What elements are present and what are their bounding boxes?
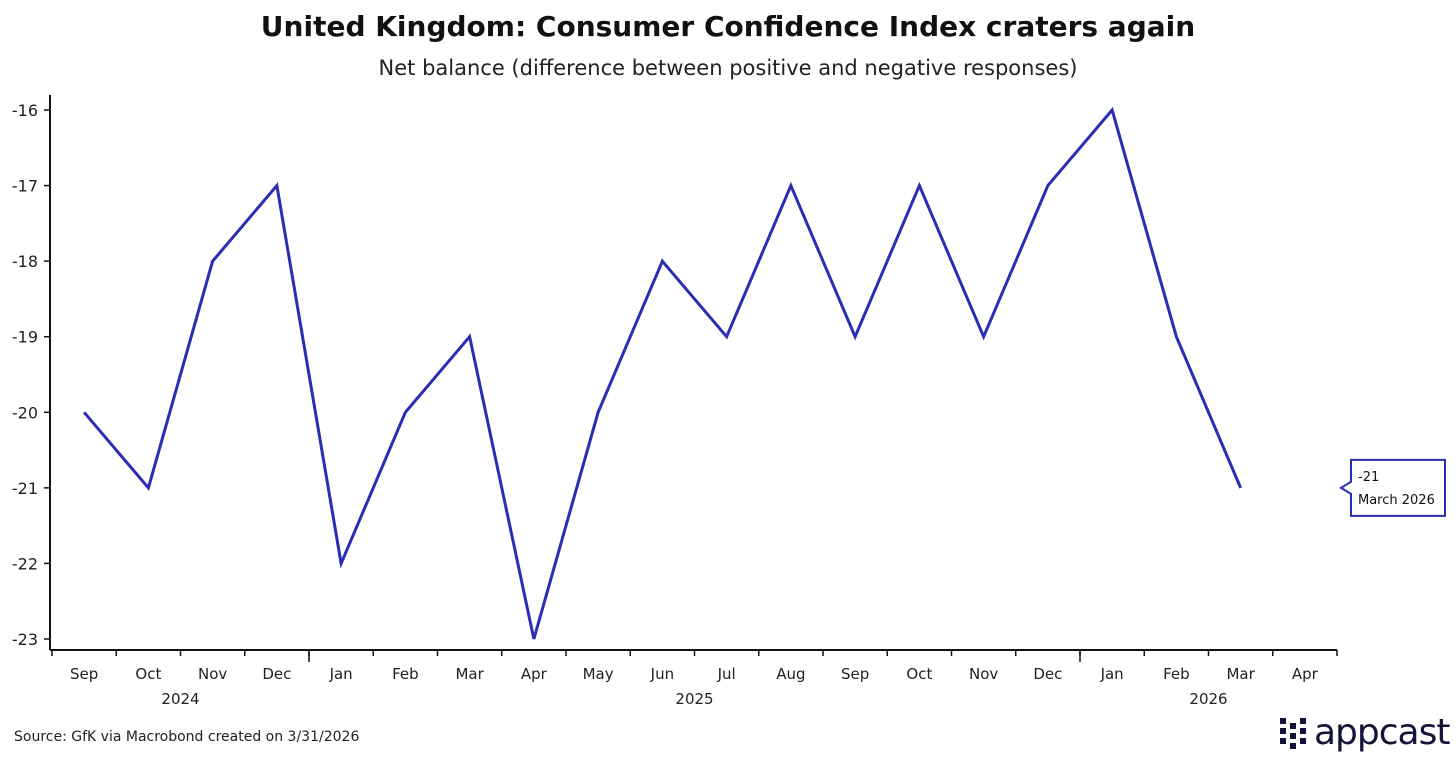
- x-tick-label: Oct: [906, 665, 932, 683]
- y-tick-label: -16: [12, 101, 38, 120]
- annotation-label: March 2026: [1358, 493, 1435, 508]
- x-tick-label: Aug: [776, 665, 805, 683]
- x-tick-label: May: [583, 665, 614, 683]
- x-tick-label: Sep: [841, 665, 869, 683]
- x-tick-label: Jul: [717, 665, 736, 683]
- x-tick-label: Oct: [135, 665, 161, 683]
- x-tick-label: Nov: [969, 665, 998, 683]
- y-tick-label: -17: [12, 177, 38, 196]
- x-tick-label: Jan: [329, 665, 353, 683]
- annotation-value: -21: [1358, 470, 1379, 485]
- y-tick-label: -22: [12, 554, 38, 573]
- y-tick-label: -18: [12, 252, 38, 271]
- appcast-logo: appcast: [1280, 712, 1450, 753]
- y-tick-label: -19: [12, 328, 38, 347]
- annotation-box: [1339, 458, 1446, 517]
- chart-subtitle: Net balance (difference between positive…: [378, 56, 1078, 80]
- x-tick-label: Apr: [521, 665, 548, 683]
- x-tick-label: Jun: [650, 665, 674, 683]
- year-label: 2026: [1189, 690, 1227, 708]
- source-note: Source: GfK via Macrobond created on 3/3…: [14, 729, 360, 745]
- y-tick-label: -23: [12, 630, 38, 649]
- x-tick-label: Apr: [1292, 665, 1319, 683]
- x-tick-label: Dec: [262, 665, 291, 683]
- x-tick-label: Jan: [1100, 665, 1124, 683]
- y-tick-label: -20: [12, 403, 38, 422]
- logo-text: appcast: [1314, 712, 1450, 753]
- x-tick-label: Sep: [70, 665, 98, 683]
- year-label: 2024: [161, 690, 199, 708]
- year-label: 2025: [675, 690, 713, 708]
- x-tick-label: Nov: [198, 665, 227, 683]
- chart-title: United Kingdom: Consumer Confidence Inde…: [260, 10, 1196, 43]
- x-tick-label: Mar: [1226, 665, 1255, 683]
- x-tick-label: Dec: [1033, 665, 1062, 683]
- y-tick-label: -21: [12, 479, 38, 498]
- appcast-logo-icon: [1280, 717, 1306, 749]
- x-tick-label: Feb: [1163, 665, 1190, 683]
- x-tick-label: Feb: [392, 665, 419, 683]
- x-tick-label: Mar: [455, 665, 484, 683]
- series-line: [82, 106, 1243, 640]
